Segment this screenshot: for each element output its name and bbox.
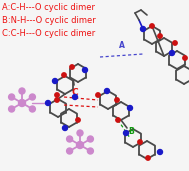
Circle shape	[63, 126, 67, 130]
Circle shape	[105, 89, 109, 94]
Circle shape	[87, 136, 93, 142]
Circle shape	[128, 106, 132, 110]
Circle shape	[77, 130, 83, 136]
Text: A:C-H---O cyclic dimer: A:C-H---O cyclic dimer	[2, 3, 95, 12]
Circle shape	[62, 73, 66, 77]
Text: C: C	[72, 88, 78, 97]
Circle shape	[138, 140, 142, 144]
Circle shape	[29, 94, 35, 100]
Circle shape	[115, 98, 119, 102]
Circle shape	[150, 24, 154, 28]
Circle shape	[96, 93, 100, 97]
Circle shape	[73, 95, 77, 100]
Circle shape	[87, 148, 93, 154]
Circle shape	[19, 88, 25, 94]
Circle shape	[76, 118, 80, 122]
Text: A: A	[119, 41, 125, 50]
Circle shape	[158, 34, 162, 38]
Circle shape	[53, 78, 57, 83]
Circle shape	[83, 68, 88, 73]
Circle shape	[140, 27, 146, 31]
Circle shape	[9, 94, 15, 100]
Circle shape	[29, 106, 35, 112]
Circle shape	[116, 118, 120, 122]
Circle shape	[46, 101, 50, 106]
Circle shape	[170, 50, 174, 56]
Circle shape	[173, 41, 177, 45]
Circle shape	[157, 149, 163, 155]
Text: C:C-H---O cyclic dimer: C:C-H---O cyclic dimer	[2, 29, 95, 38]
Circle shape	[19, 100, 26, 107]
Circle shape	[70, 65, 74, 69]
Circle shape	[67, 136, 73, 142]
Circle shape	[183, 56, 187, 60]
Circle shape	[77, 141, 84, 148]
Circle shape	[55, 98, 59, 102]
Circle shape	[67, 148, 73, 154]
Circle shape	[55, 93, 59, 97]
Circle shape	[146, 156, 150, 160]
Text: B:N-H---O cyclic dimer: B:N-H---O cyclic dimer	[2, 16, 96, 25]
Text: B: B	[128, 127, 134, 135]
Circle shape	[9, 106, 15, 112]
Circle shape	[123, 130, 129, 135]
